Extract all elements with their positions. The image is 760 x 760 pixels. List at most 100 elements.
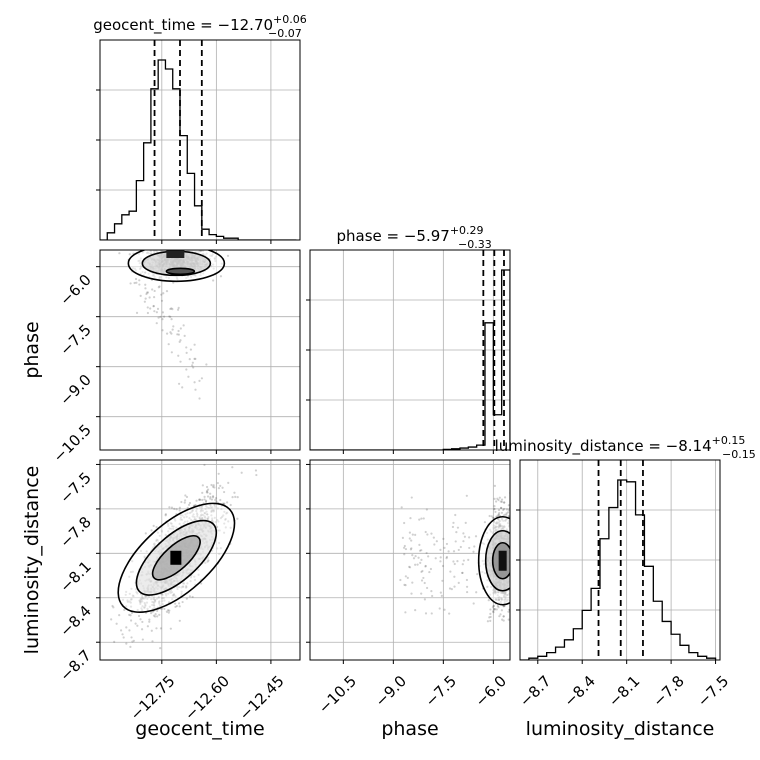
- distance-vs-phase-sample-point: [488, 514, 491, 518]
- distance-vs-time-sample-point: [193, 518, 196, 521]
- distance-vs-time-sample-point: [141, 597, 145, 600]
- distance-vs-time-sample-point: [203, 515, 206, 518]
- distance-vs-phase-sample-point: [410, 539, 413, 542]
- panel-phase-vs-geocent-time: [96, 249, 301, 454]
- distance-vs-time-sample-point: [152, 602, 156, 605]
- distance-vs-time-sample-point: [224, 518, 227, 521]
- distance-vs-time-sample-point: [126, 599, 129, 602]
- distance-vs-time-sample-point: [214, 498, 217, 502]
- distance-vs-time-sample-point: [183, 520, 187, 523]
- distance-vs-phase-sample-point: [420, 579, 424, 582]
- distance-vs-phase-sample-point: [493, 484, 496, 487]
- distance-vs-time-sample-point: [153, 606, 156, 609]
- distance-vs-phase-sample-point: [430, 532, 433, 535]
- distance-vs-time-sample-point: [216, 547, 219, 550]
- distance-vs-phase-sample-point: [463, 535, 466, 538]
- phase-vs-time-sample-point: [153, 310, 156, 313]
- distance-vs-time-sample-point: [155, 597, 159, 600]
- phase-vs-time-sample-point: [143, 300, 146, 303]
- distance-vs-phase-frame: [309, 459, 511, 661]
- distance-vs-time-sample-point: [227, 520, 230, 523]
- distance-vs-time-sample-point: [183, 501, 186, 504]
- distance-vs-time-sample-point: [186, 520, 189, 523]
- distance-vs-time-density-peak: [170, 550, 182, 565]
- distance-vs-time-sample-point: [131, 560, 134, 563]
- distance-vs-time-sample-point: [170, 506, 174, 509]
- distance-vs-time-sample-point: [160, 607, 164, 610]
- distance-vs-phase-sample-point: [473, 545, 476, 548]
- phase-vs-time-sample-point: [144, 297, 147, 300]
- phase-vs-time-sample-point: [194, 388, 197, 391]
- distance-vs-time-sample-point: [209, 506, 212, 509]
- distance-vs-time-sample-point: [125, 626, 128, 629]
- phase-vs-time-sample-point: [144, 287, 147, 290]
- distance-vs-phase-sample-point: [445, 557, 448, 560]
- distance-vs-phase-sample-point: [420, 517, 423, 520]
- distance-vs-phase-sample-point: [494, 510, 497, 514]
- distance-vs-phase-sample-point: [401, 536, 404, 539]
- distance-vs-phase-sample-point: [423, 598, 426, 601]
- distance-vs-time-sample-point: [225, 512, 228, 515]
- distance-vs-phase-sample-point: [418, 543, 421, 546]
- distance-vs-phase-sample-point: [493, 608, 496, 611]
- distance-vs-time-sample-point: [129, 645, 132, 648]
- distance-vs-phase-sample-point: [406, 576, 409, 579]
- distance-vs-time-sample-point: [223, 510, 226, 513]
- phase-vs-time-sample-point: [189, 348, 193, 351]
- distance-vs-time-sample-point: [196, 515, 199, 518]
- distance-vs-time-sample-point: [129, 614, 132, 617]
- phase-vs-time-sample-point: [179, 339, 182, 342]
- distance-vs-time-sample-point: [182, 582, 186, 585]
- distance-vs-time-sample-point: [200, 505, 204, 508]
- phase-vs-time-sample-point: [179, 360, 182, 363]
- distance-vs-time-sample-point: [180, 592, 183, 596]
- distance-vs-time-sample-point: [128, 592, 131, 595]
- distance-vs-phase-sample-point: [492, 604, 496, 608]
- distance-vs-time-sample-point: [185, 584, 188, 588]
- distance-vs-phase-sample-point: [493, 497, 496, 500]
- distance-vs-phase-sample-point: [439, 556, 442, 559]
- distance-vs-phase-sample-point: [420, 570, 423, 574]
- distance-vs-time-sample-point: [141, 600, 144, 603]
- distance-vs-time-sample-point: [157, 596, 160, 599]
- distance-vs-time-sample-point: [209, 504, 212, 507]
- distance-vs-time-sample-point: [187, 503, 191, 507]
- geocent-time-hist-step: [100, 59, 297, 240]
- distance-vs-time-sample-point: [125, 590, 128, 593]
- distance-vs-time-sample-point: [219, 517, 222, 520]
- distance-vs-time-sample-point: [163, 599, 166, 602]
- distance-vs-time-sample-point: [161, 593, 164, 596]
- distance-vs-time-sample-point: [141, 597, 144, 600]
- title-geocent-time-minus: −0.07: [268, 27, 302, 40]
- phase-vs-time-sample-point: [185, 351, 188, 354]
- distance-vs-time-sample-point: [255, 473, 258, 477]
- distance-vs-time-sample-point: [166, 609, 170, 612]
- distance-vs-time-sample-point: [129, 619, 133, 622]
- distance-vs-time-sample-point: [158, 602, 161, 605]
- distance-vs-time-sample-point: [150, 612, 153, 615]
- phase-vs-time-sample-point: [226, 254, 230, 257]
- distance-vs-phase-sample-point: [443, 546, 446, 549]
- distance-vs-phase-sample-point: [404, 583, 407, 587]
- distance-vs-time-sample-point: [135, 590, 138, 594]
- distance-vs-time-sample-point: [188, 511, 192, 515]
- distance-vs-time-sample-point: [176, 587, 179, 591]
- distance-vs-phase-sample-point: [461, 571, 464, 575]
- distance-vs-time-sample-point: [195, 512, 199, 515]
- distance-vs-phase-sample-point: [434, 557, 437, 560]
- phase-vs-time-sample-point: [198, 379, 201, 382]
- distance-vs-phase-sample-point: [431, 594, 434, 598]
- distance-vs-time-sample-point: [176, 585, 179, 589]
- distance-vs-time-sample-point: [204, 561, 207, 565]
- distance-vs-time-sample-point: [206, 517, 209, 521]
- distance-vs-phase-sample-point: [489, 619, 492, 622]
- title-luminosity-distance: luminosity_distance = −8.14+0.15: [495, 434, 746, 456]
- distance-vs-time-sample-point: [148, 620, 151, 623]
- distance-vs-time-sample-point: [179, 513, 182, 517]
- title-phase-minus: −0.33: [458, 238, 492, 251]
- distance-vs-phase-sample-point: [503, 513, 506, 516]
- distance-vs-phase-sample-point: [502, 508, 505, 512]
- phase-vs-time-sample-point: [160, 299, 164, 302]
- phase-vs-time-sample-point: [191, 361, 194, 364]
- distance-vs-time-sample-point: [153, 604, 156, 607]
